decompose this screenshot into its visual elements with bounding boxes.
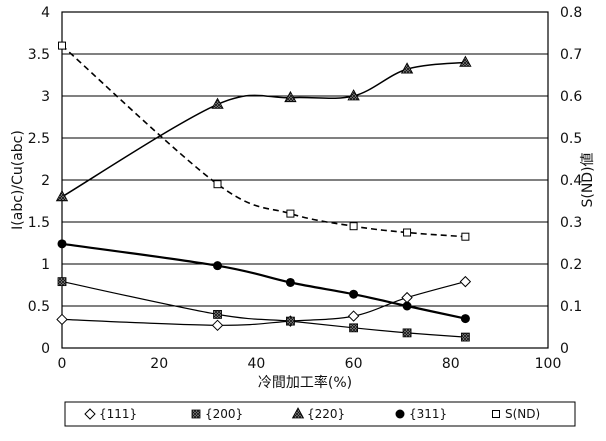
x-tick-label: 80 [442, 356, 460, 372]
data-point [459, 275, 472, 288]
y2-tick-labels: 0 0.1 0.2 0.3 0.4 0.5 0.6 0.7 0.8 [560, 5, 582, 357]
data-point [57, 239, 67, 249]
data-point [347, 310, 360, 322]
grid [62, 53, 548, 307]
y2-tick-label: 0.4 [560, 173, 582, 189]
data-point [459, 55, 472, 67]
legend-label: {220} [307, 407, 345, 421]
y-tick-label: 2.5 [28, 131, 50, 147]
series-line-4 [61, 45, 466, 238]
data-point [213, 261, 223, 271]
y-tick-label: 0.5 [28, 299, 50, 315]
data-point [284, 90, 297, 103]
x-tick-label: 0 [58, 356, 67, 372]
y-tick-label: 0 [41, 341, 50, 357]
y2-tick-label: 0.5 [560, 131, 582, 147]
y2-axis-title: S(ND)値 [580, 152, 596, 207]
y2-tick-label: 0.1 [560, 299, 582, 315]
data-point [213, 309, 222, 319]
y-axis-title: I(abc)/Cu(abc) [10, 130, 26, 230]
data-point [349, 323, 359, 333]
data-point [402, 328, 412, 338]
data-point [403, 228, 412, 237]
x-tick-label: 20 [150, 356, 168, 372]
data-point [211, 319, 224, 332]
data-point [211, 97, 224, 109]
y-tick-label: 3 [41, 89, 50, 105]
legend-marker [291, 407, 305, 419]
legend-marker [395, 409, 405, 419]
series-markers [55, 41, 472, 342]
legend-label: {200} [205, 407, 243, 421]
legend-marker [492, 410, 500, 418]
legend-label: {311} [409, 407, 447, 421]
data-point [461, 232, 470, 241]
data-point [286, 316, 295, 326]
y2-tick-label: 0.7 [560, 47, 582, 63]
y2-tick-label: 0.2 [560, 257, 582, 273]
y2-tick-label: 0.6 [560, 89, 582, 105]
data-point [400, 62, 414, 74]
data-point [286, 209, 295, 218]
legend-marker [191, 409, 201, 419]
y-tick-label: 2 [41, 173, 50, 189]
data-point [213, 180, 222, 189]
data-point [349, 222, 358, 231]
y2-tick-label: 0.8 [560, 5, 582, 21]
y-tick-label: 1 [41, 257, 50, 273]
x-tick-label: 40 [247, 356, 265, 372]
data-point [57, 277, 67, 287]
y-tick-label: 4 [41, 5, 50, 21]
x-tick-label: 60 [345, 356, 363, 372]
legend-box [64, 401, 576, 427]
y-tick-labels: 0 0.5 1 1.5 2 2.5 3 3.5 4 [28, 5, 50, 357]
data-point [58, 41, 66, 50]
data-point [56, 313, 68, 326]
legend-marker [84, 408, 96, 420]
data-point [347, 89, 360, 101]
y2-tick-label: 0 [560, 341, 569, 357]
data-point [402, 301, 412, 311]
legend-label: {111} [99, 407, 137, 421]
data-point [349, 289, 359, 299]
legend: {111} {200} {220} {311} S(ND) [64, 401, 576, 427]
data-point [285, 277, 295, 287]
x-tick-labels: 0 20 40 60 80 100 [58, 356, 562, 372]
legend-label: S(ND) [505, 407, 540, 421]
y2-tick-label: 0.3 [560, 215, 582, 231]
data-point [460, 332, 470, 342]
x-axis-title: 冷間加工率(%) [258, 374, 352, 391]
x-tick-label: 100 [535, 356, 562, 372]
y-tick-label: 1.5 [28, 215, 50, 231]
data-point [460, 314, 470, 324]
data-point [55, 189, 69, 202]
y-tick-label: 3.5 [28, 47, 50, 63]
plot-border [61, 11, 549, 349]
